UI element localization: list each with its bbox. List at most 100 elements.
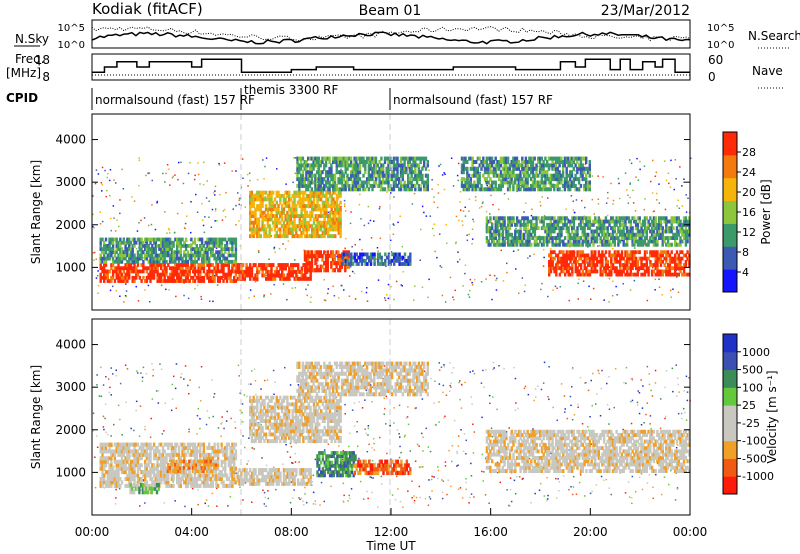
feature-cell <box>620 269 624 274</box>
feature-cell <box>503 166 506 171</box>
feature-cell <box>558 156 561 161</box>
feature-cell <box>303 197 307 202</box>
noise-cell <box>446 242 448 244</box>
feature-cell <box>668 236 672 240</box>
feature-cell <box>658 259 661 264</box>
noise-cell <box>231 170 233 172</box>
feature-cell <box>569 183 572 188</box>
noise-cell <box>244 446 246 449</box>
feature-cell <box>160 263 163 267</box>
feature-cell <box>426 187 429 192</box>
feature-cell <box>510 180 513 185</box>
feature-cell <box>581 242 584 247</box>
feature-cell <box>530 170 533 175</box>
noise-cell <box>370 237 373 239</box>
noise-cell <box>106 176 108 179</box>
feature-cell <box>526 222 529 227</box>
feature-cell <box>272 207 275 212</box>
feature-cell <box>225 247 229 251</box>
feature-cell <box>108 256 111 261</box>
feature-cell <box>569 219 572 224</box>
feature-cell <box>601 253 604 258</box>
feature-cell <box>284 204 287 208</box>
feature-cell <box>158 256 161 261</box>
feature-cell <box>305 187 308 192</box>
feature-cell <box>508 222 512 227</box>
feature-cell <box>145 250 149 255</box>
feature-cell <box>250 200 254 205</box>
feature-cell <box>211 244 214 248</box>
feature-cell <box>558 256 561 261</box>
feature-cell <box>316 197 319 202</box>
feature-cell <box>633 232 636 237</box>
feature-cell <box>206 244 209 248</box>
feature-cell <box>312 230 316 235</box>
feature-cell <box>330 197 333 202</box>
feature-cell <box>656 272 659 277</box>
colorbar-swatch <box>723 177 737 202</box>
feature-cell <box>498 242 501 247</box>
feature-cell <box>508 166 512 171</box>
feature-cell <box>636 269 640 274</box>
feature-cell <box>665 266 668 271</box>
feature-cell <box>99 240 102 245</box>
feature-cell <box>165 266 168 271</box>
feature-cell <box>558 187 561 192</box>
feature-cell <box>647 239 650 244</box>
feature-cell <box>184 256 188 261</box>
feature-cell <box>642 242 645 247</box>
freq-tick-top: 18 <box>35 53 50 67</box>
feature-cell <box>424 156 428 161</box>
feature-cell <box>620 229 624 234</box>
feature-cell <box>555 239 558 244</box>
feature-cell <box>480 166 483 171</box>
feature-cell <box>507 232 510 237</box>
feature-cell <box>533 156 536 161</box>
feature-cell <box>547 163 551 168</box>
feature-cell <box>540 173 543 178</box>
noise-cell <box>462 285 464 287</box>
noise-cell <box>618 197 621 200</box>
feature-cell <box>163 250 166 255</box>
feature-cell <box>658 222 661 227</box>
feature-cell <box>583 253 586 258</box>
feature-cell <box>642 219 645 224</box>
noise-cell <box>638 269 640 272</box>
feature-cell <box>305 257 308 262</box>
feature-cell <box>675 226 679 231</box>
noise-cell <box>481 453 484 456</box>
feature-cell <box>405 183 408 188</box>
noise-cell <box>151 204 153 206</box>
feature-cell <box>371 255 374 260</box>
feature-cell <box>656 253 659 258</box>
feature-cell <box>650 232 654 237</box>
feature-cell <box>172 259 175 264</box>
feature-cell <box>674 216 677 221</box>
feature-cell <box>323 217 326 222</box>
feature-cell <box>574 239 577 244</box>
feature-cell <box>410 163 413 168</box>
feature-cell <box>234 272 238 277</box>
noise-cell <box>372 386 374 388</box>
feature-cell <box>346 183 349 188</box>
feature-cell <box>119 256 122 261</box>
feature-cell <box>508 170 512 175</box>
feature-cell <box>492 229 496 234</box>
feature-cell <box>293 207 296 212</box>
feature-cell <box>111 259 115 264</box>
feature-cell <box>358 160 362 164</box>
feature-cell <box>408 187 412 192</box>
feature-cell <box>261 269 264 274</box>
feature-cell <box>216 275 220 280</box>
feature-cell <box>553 269 556 274</box>
feature-cell <box>524 180 528 185</box>
feature-cell <box>282 227 286 232</box>
feature-cell <box>286 273 289 278</box>
feature-cell <box>220 259 223 264</box>
feature-cell <box>342 173 346 178</box>
feature-cell <box>131 279 134 283</box>
feature-cell <box>355 262 358 266</box>
noise-cell <box>273 283 275 286</box>
feature-cell <box>469 166 472 171</box>
feature-cell <box>353 177 356 182</box>
